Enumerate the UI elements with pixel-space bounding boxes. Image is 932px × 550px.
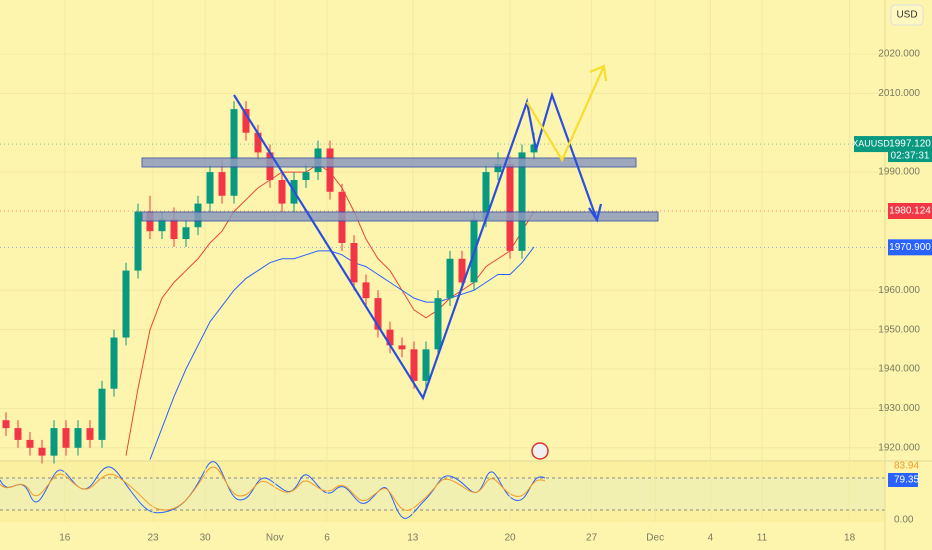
candle-body bbox=[458, 258, 466, 283]
y-tick-label: 2020.000 bbox=[878, 49, 920, 60]
candle-body bbox=[14, 428, 22, 440]
candle-body bbox=[86, 428, 94, 440]
x-tick-label: Nov bbox=[266, 533, 284, 544]
oscillator-tick-label: 79.35 bbox=[894, 475, 919, 486]
candle-body bbox=[242, 109, 250, 133]
y-tick-label: 1950.000 bbox=[878, 324, 920, 335]
candle-body bbox=[218, 172, 226, 196]
candle-body bbox=[206, 172, 214, 204]
arrow-head bbox=[588, 203, 603, 223]
candle-body bbox=[422, 349, 430, 381]
price-tag bbox=[888, 239, 932, 256]
projection-line bbox=[526, 65, 606, 163]
candle-body bbox=[62, 428, 70, 448]
price-tag bbox=[888, 136, 932, 163]
oscillator-tick-label: 83.94 bbox=[894, 461, 919, 472]
candle-body bbox=[362, 282, 370, 299]
arrow-head bbox=[589, 64, 608, 82]
candle-body bbox=[410, 349, 418, 381]
candle-body bbox=[398, 345, 406, 350]
x-tick-label: 20 bbox=[504, 533, 516, 544]
currency-button[interactable] bbox=[890, 4, 924, 26]
candle-body bbox=[122, 270, 130, 338]
candle-body bbox=[2, 420, 10, 429]
oscillator-band bbox=[0, 478, 885, 510]
candle-body bbox=[38, 447, 46, 456]
symbol-tag bbox=[854, 136, 888, 153]
oscillator-tag bbox=[888, 473, 918, 487]
candle-body bbox=[518, 152, 526, 251]
candle-body bbox=[110, 337, 118, 389]
y-tick-label: 1940.000 bbox=[878, 364, 920, 375]
candle-body bbox=[506, 164, 514, 251]
x-tick-label: 13 bbox=[407, 533, 419, 544]
event-icon[interactable] bbox=[531, 442, 549, 460]
oscillator-signal bbox=[0, 466, 546, 511]
symbol-label: XAUUSD bbox=[852, 138, 890, 148]
price-timer: 02:37:31 bbox=[891, 151, 930, 162]
candle-body bbox=[530, 144, 538, 153]
candle-body bbox=[230, 109, 238, 196]
x-tick-label: 16 bbox=[59, 533, 71, 544]
y-tick-label: 1920.000 bbox=[878, 442, 920, 453]
candle-body bbox=[494, 164, 502, 173]
y-tick-label: 2010.000 bbox=[878, 88, 920, 99]
moving-average bbox=[149, 246, 535, 460]
candle-body bbox=[254, 132, 262, 153]
price-tag-label: 1997.120 bbox=[889, 139, 931, 150]
candle-body bbox=[326, 148, 334, 192]
price-tag bbox=[888, 203, 932, 220]
plot bbox=[0, 0, 885, 522]
resistance-zone bbox=[141, 157, 637, 168]
candle-body bbox=[302, 172, 310, 180]
candle-body bbox=[170, 219, 178, 240]
candle-body bbox=[134, 211, 142, 271]
price-tag-label: 1970.900 bbox=[889, 242, 931, 253]
support-zone bbox=[141, 211, 659, 222]
x-tick-label: 18 bbox=[844, 533, 856, 544]
candle-body bbox=[182, 227, 190, 240]
candle-body bbox=[26, 439, 34, 448]
x-tick-label: 11 bbox=[757, 533, 768, 544]
y-tick-label: 1960.000 bbox=[878, 285, 920, 296]
currency-label: USD bbox=[896, 10, 917, 21]
x-tick-label: 6 bbox=[324, 533, 330, 544]
price-tag-label: 1980.124 bbox=[889, 206, 931, 217]
x-tick-label: Dec bbox=[646, 533, 664, 544]
candle-body bbox=[278, 179, 286, 204]
candle-body bbox=[386, 329, 394, 346]
candle-body bbox=[434, 298, 442, 350]
pattern-line bbox=[233, 91, 599, 401]
candle-body bbox=[482, 172, 490, 220]
y-tick-label: 1990.000 bbox=[878, 167, 920, 178]
candle-body bbox=[158, 219, 166, 232]
x-tick-label: 30 bbox=[200, 533, 212, 544]
x-tick-label: 4 bbox=[708, 533, 714, 544]
candle-body bbox=[98, 388, 106, 440]
candle-body bbox=[350, 242, 358, 283]
x-tick-label: 27 bbox=[586, 533, 598, 544]
candle-body bbox=[74, 428, 82, 448]
candle-body bbox=[446, 258, 454, 299]
candle-body bbox=[50, 428, 58, 456]
candle-body bbox=[374, 298, 382, 330]
x-tick-label: 23 bbox=[147, 533, 159, 544]
y-tick-label: 1930.000 bbox=[878, 403, 920, 414]
oscillator-tick-label: 0.00 bbox=[894, 515, 914, 526]
